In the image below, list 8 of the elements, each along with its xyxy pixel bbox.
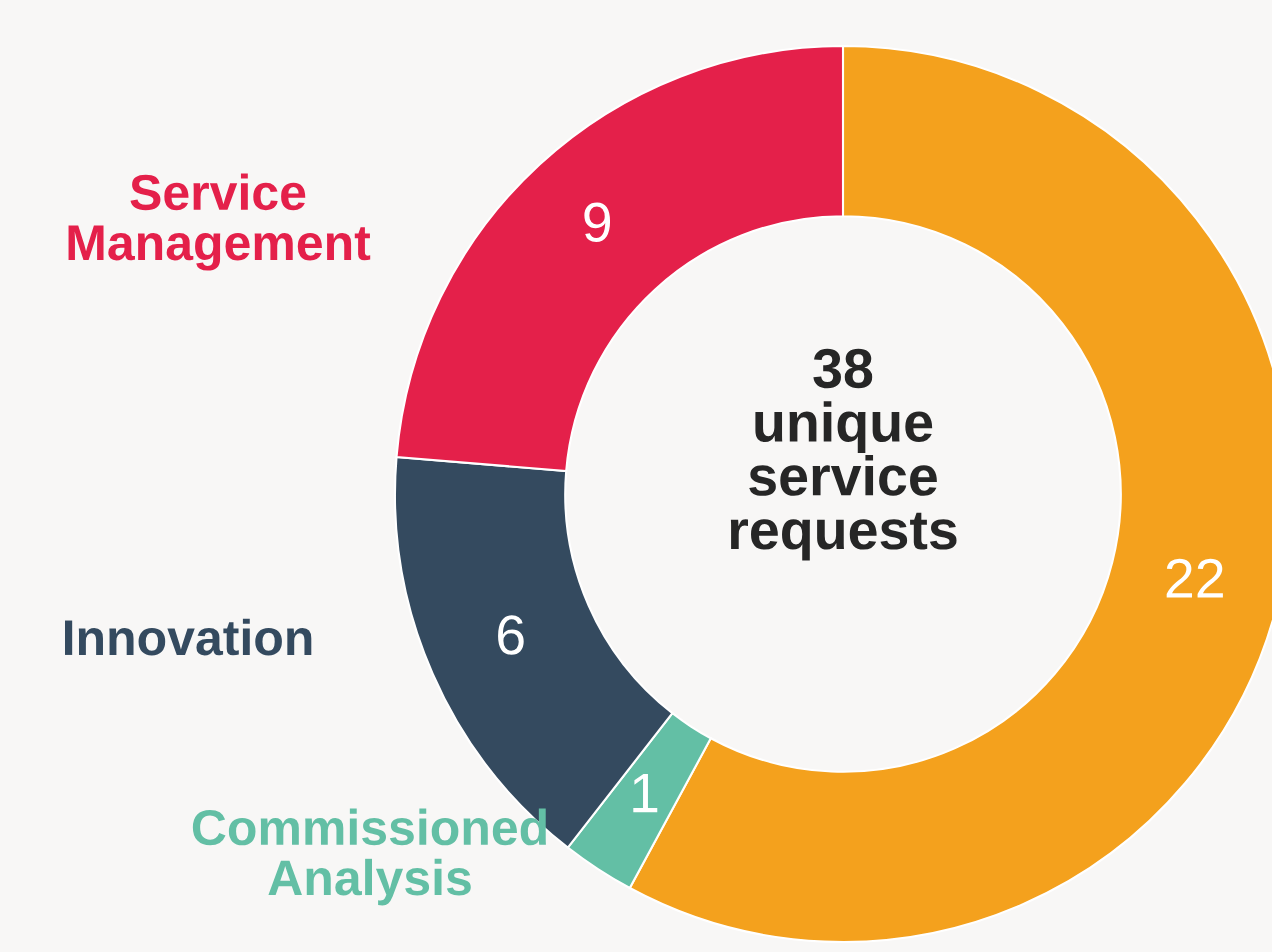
- slice-label: Innovation: [64, 618, 312, 656]
- data-label: 22: [1166, 558, 1223, 598]
- text: 38 unique service requests: [730, 348, 957, 561]
- slice-label: Commissioned Analysis: [192, 808, 546, 906]
- data-label: 1: [633, 773, 658, 813]
- slice-label: Service Management: [68, 173, 371, 271]
- data-label: 6: [498, 615, 524, 655]
- data-label: 9: [584, 202, 611, 242]
